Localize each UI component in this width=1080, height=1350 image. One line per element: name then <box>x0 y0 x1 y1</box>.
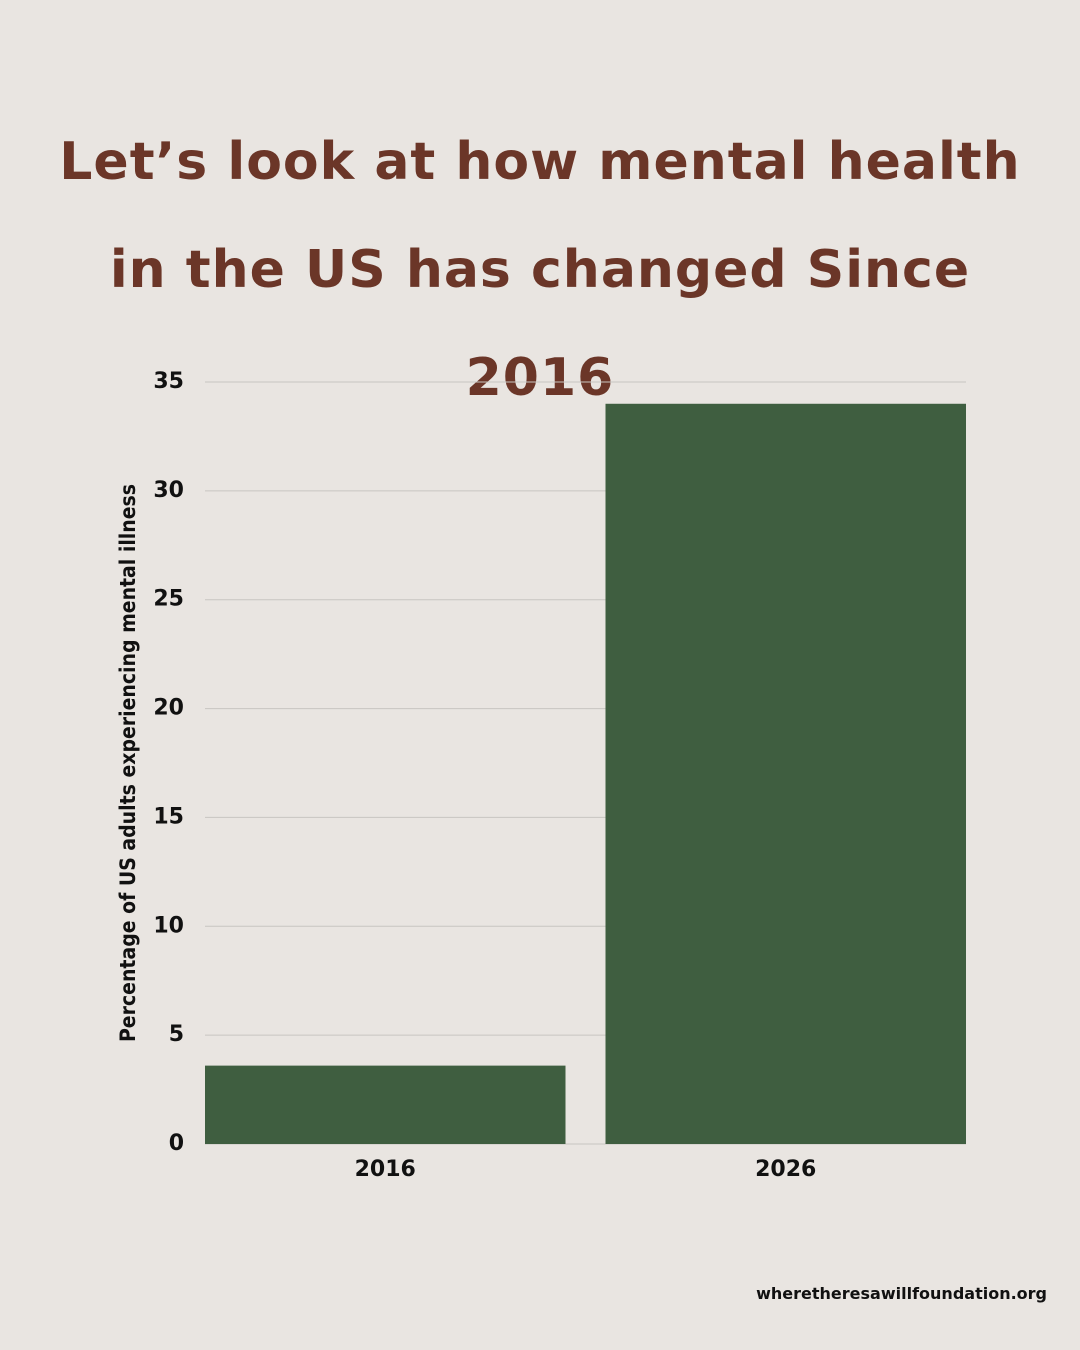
x-tick-label: 2026 <box>755 1157 816 1182</box>
y-axis-ticks: 0 5 10 15 20 25 30 35 <box>153 369 184 1156</box>
y-tick-label: 25 <box>153 587 184 612</box>
y-tick-label: 10 <box>153 913 184 938</box>
y-tick-label: 20 <box>153 696 184 721</box>
y-axis-label: Percentage of US adults experiencing men… <box>116 483 140 1043</box>
chart-title: Let’s look at how mental health in the U… <box>59 132 1021 408</box>
footer-url: wheretheresawillfoundation.org <box>756 1284 1047 1303</box>
bar-2016 <box>205 1065 566 1144</box>
y-tick-label: 5 <box>169 1022 184 1047</box>
bar-2026 <box>605 403 966 1144</box>
y-tick-label: 30 <box>153 478 184 503</box>
y-tick-label: 0 <box>169 1131 184 1156</box>
y-tick-label: 35 <box>153 369 184 394</box>
x-tick-label: 2016 <box>355 1157 416 1182</box>
bars <box>205 403 966 1144</box>
y-tick-label: 15 <box>153 804 184 829</box>
x-axis-ticks: 2016 2026 <box>355 1157 817 1182</box>
